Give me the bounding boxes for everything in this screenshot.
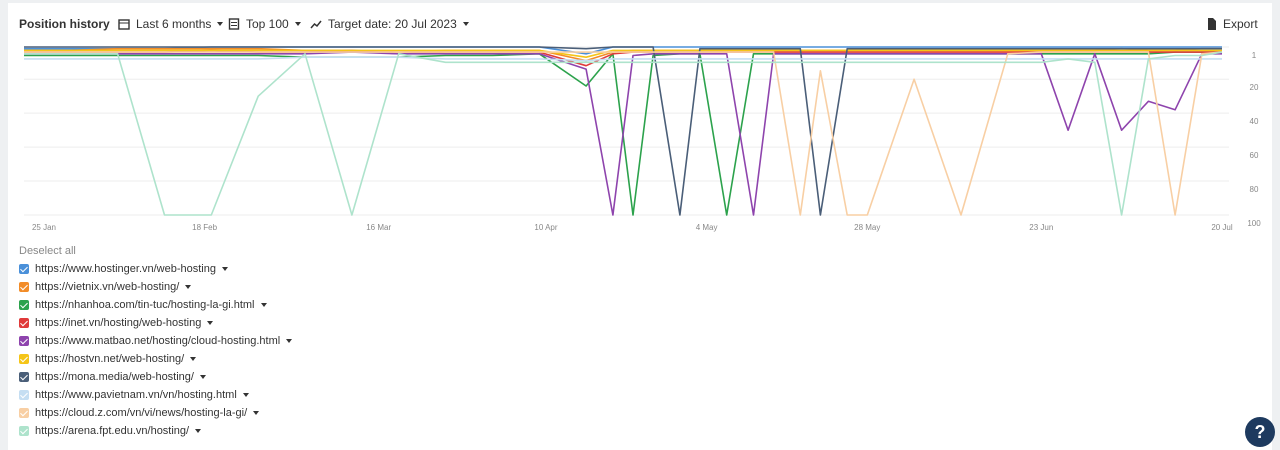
legend-label: https://vietnix.vn/web-hosting/ xyxy=(35,281,180,293)
legend-item[interactable]: https://www.matbao.net/hosting/cloud-hos… xyxy=(19,332,293,350)
legend-caret[interactable] xyxy=(260,303,267,307)
calendar-icon xyxy=(118,19,130,30)
file-icon xyxy=(1208,18,1216,30)
x-tick-label: 18 Feb xyxy=(192,223,217,232)
legend-caret[interactable] xyxy=(221,267,228,271)
legend-label: https://nhanhoa.com/tin-tuc/hosting-la-g… xyxy=(35,299,255,311)
y-tick-label: 100 xyxy=(1247,219,1261,228)
series-line xyxy=(24,49,1222,58)
export-button[interactable]: Export xyxy=(1207,17,1258,31)
title-text: Position history xyxy=(19,17,110,31)
y-tick-label: 60 xyxy=(1250,151,1259,160)
series-line xyxy=(24,51,1223,216)
legend-item[interactable]: https://www.hostinger.vn/web-hosting xyxy=(19,260,292,278)
title: Position history xyxy=(19,17,110,31)
chart: 1 20 40 60 80 100 25 Jan 18 Feb 16 Mar 10 Apr 4 Ma… xyxy=(24,46,1261,232)
legend-label: https://www.hostinger.vn/web-hosting xyxy=(35,263,216,275)
legend-checkbox[interactable] xyxy=(19,318,29,328)
x-tick-label: 28 May xyxy=(854,223,880,232)
legend-label: https://inet.vn/hosting/web-hosting xyxy=(35,317,202,329)
series-line xyxy=(24,51,1222,216)
legend-checkbox[interactable] xyxy=(19,336,29,346)
legend-checkbox[interactable] xyxy=(19,300,29,310)
panel: Position history Last 6 months Top 100 T… xyxy=(8,3,1272,450)
legend-caret[interactable] xyxy=(195,429,202,433)
deselect-all[interactable]: Deselect all xyxy=(19,245,76,257)
x-tick-label: 20 Jul xyxy=(1211,223,1233,232)
x-tick-label: 25 Jan xyxy=(32,223,56,232)
legend-checkbox[interactable] xyxy=(19,372,29,382)
trend-icon xyxy=(310,20,322,29)
legend-label: https://www.matbao.net/hosting/cloud-hos… xyxy=(35,335,281,347)
y-tick-label: 80 xyxy=(1250,185,1259,194)
target-text: Target date: 20 Jul 2023 xyxy=(328,17,457,31)
legend-label: https://cloud.z.com/vn/vi/news/hosting-l… xyxy=(35,407,248,419)
series-line xyxy=(24,51,1223,216)
x-tick-label: 23 Jun xyxy=(1029,223,1053,232)
legend-caret[interactable] xyxy=(242,393,249,397)
period-text: Last 6 months xyxy=(136,17,212,31)
legend-caret[interactable] xyxy=(207,321,214,325)
legend-checkbox[interactable] xyxy=(19,390,29,400)
legend-item[interactable]: https://vietnix.vn/web-hosting/ xyxy=(19,278,292,296)
y-tick-label: 20 xyxy=(1250,83,1259,92)
list-icon xyxy=(228,18,240,30)
legend-checkbox[interactable] xyxy=(19,426,29,436)
legend-caret[interactable] xyxy=(185,285,192,289)
export-text: Export xyxy=(1223,17,1258,31)
legend-item[interactable]: https://www.pavietnam.vn/vn/hosting.html xyxy=(19,386,292,404)
legend-item[interactable]: https://inet.vn/hosting/web-hosting xyxy=(19,314,292,332)
top-text: Top 100 xyxy=(246,17,289,31)
legend-item[interactable]: https://cloud.z.com/vn/vi/news/hosting-l… xyxy=(19,404,292,422)
target-select[interactable]: Target date: 20 Jul 2023 xyxy=(310,17,469,31)
top-select[interactable]: Top 100 xyxy=(228,17,301,31)
legend-checkbox[interactable] xyxy=(19,282,29,292)
legend-caret[interactable] xyxy=(286,339,293,343)
legend-item[interactable]: https://mona.media/web-hosting/ xyxy=(19,368,292,386)
x-tick-label: 16 Mar xyxy=(366,223,391,232)
series-line xyxy=(24,46,1222,216)
x-tick-label: 10 Apr xyxy=(534,223,557,232)
y-tick-label: 40 xyxy=(1250,117,1259,126)
legend-caret[interactable] xyxy=(253,411,260,415)
legend-label: https://hostvn.net/web-hosting/ xyxy=(35,353,185,365)
legend-label: https://mona.media/web-hosting/ xyxy=(35,371,194,383)
legend-item[interactable]: https://hostvn.net/web-hosting/ xyxy=(19,350,292,368)
legend-caret[interactable] xyxy=(199,375,206,379)
y-tick-label: 1 xyxy=(1252,51,1257,60)
legend: Deselect all https://www.hostinger.vn/we… xyxy=(19,242,293,440)
legend-label: https://www.pavietnam.vn/vn/hosting.html xyxy=(35,389,237,401)
legend-label: https://arena.fpt.edu.vn/hosting/ xyxy=(35,425,190,437)
legend-item[interactable]: https://nhanhoa.com/tin-tuc/hosting-la-g… xyxy=(19,296,292,314)
legend-caret[interactable] xyxy=(190,357,197,361)
legend-checkbox[interactable] xyxy=(19,354,29,364)
x-tick-label: 4 May xyxy=(696,223,718,232)
period-select[interactable]: Last 6 months xyxy=(118,17,224,31)
legend-checkbox[interactable] xyxy=(19,408,29,418)
legend-item[interactable]: https://arena.fpt.edu.vn/hosting/ xyxy=(19,422,292,440)
help-button[interactable]: ? xyxy=(1245,417,1275,447)
legend-checkbox[interactable] xyxy=(19,264,29,274)
